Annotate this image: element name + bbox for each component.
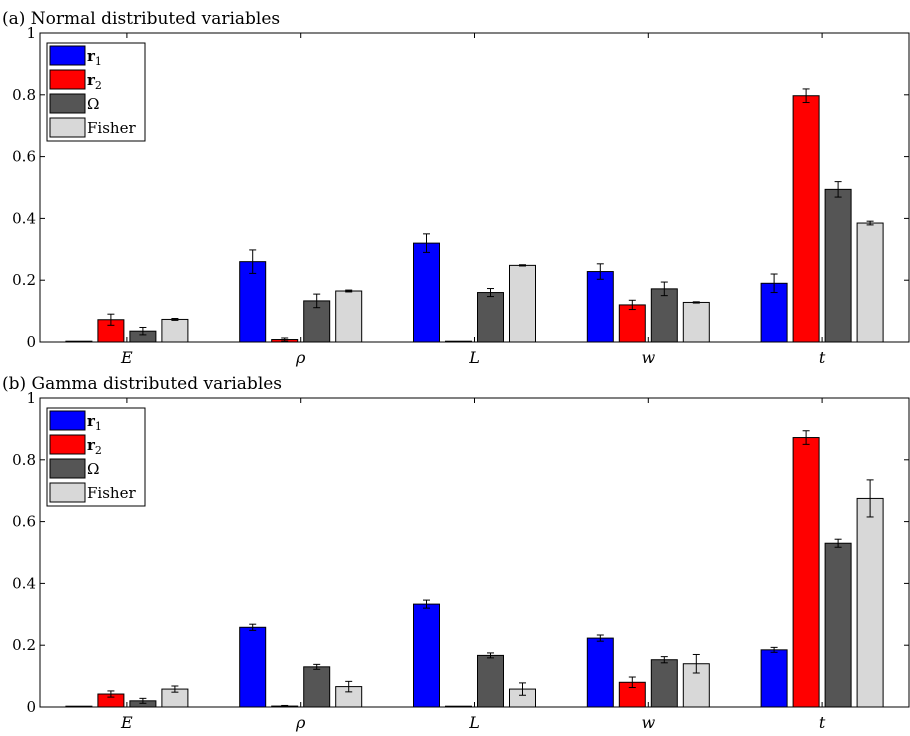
bar [239, 626, 267, 708]
bar [618, 304, 646, 343]
y-tick-label: 0.6 [12, 148, 36, 166]
legend-swatch [49, 93, 86, 114]
legend-swatch [49, 69, 86, 90]
bar [65, 705, 93, 708]
bar [792, 95, 820, 343]
bar [824, 542, 852, 708]
legend-swatch [49, 45, 86, 66]
y-tick-label: 0.4 [12, 574, 36, 592]
legend-label: Ω [87, 95, 99, 113]
y-tick-label: 0.8 [12, 451, 36, 469]
y-tick-label: 0.4 [12, 209, 36, 227]
x-tick-label: t [819, 713, 826, 732]
bar [586, 271, 614, 343]
legend-label: Ω [87, 460, 99, 478]
x-tick-label: E [120, 348, 133, 367]
x-tick-label: L [468, 713, 480, 732]
bar [792, 437, 820, 708]
y-tick-label: 0.2 [12, 271, 36, 289]
panel-b: 0 0.2 0.4 0.6 0.8 1(b) Gamma distributed vari… [2, 374, 910, 732]
chart-title: (a) Normal distributed variables [2, 9, 280, 29]
bar [65, 340, 93, 343]
legend-label: Fisher [87, 484, 136, 502]
legend-swatch [49, 434, 86, 455]
x-tick-label: E [120, 713, 133, 732]
legend-label: r1 [87, 412, 102, 433]
bar [239, 261, 267, 343]
bar [477, 654, 504, 708]
y-tick-label: 0.2 [12, 636, 36, 654]
x-tick-label: w [641, 348, 655, 367]
x-tick-label: t [819, 348, 826, 367]
legend-label: r1 [87, 47, 102, 68]
bar [477, 292, 504, 343]
bar [161, 318, 189, 343]
bar [509, 264, 536, 343]
y-tick-label: 0 [26, 698, 36, 716]
bar [650, 288, 678, 343]
legend: r1 r2 Ω Fisher [46, 42, 146, 142]
bar [413, 242, 440, 343]
chart-title: (b) Gamma distributed variables [2, 374, 282, 394]
legend-label: Fisher [87, 119, 136, 137]
bar [445, 340, 472, 343]
bar [445, 705, 472, 708]
panel-a: 0 0.2 0.4 0.6 0.8 1(a) Normal distributed var… [2, 9, 910, 367]
bar [303, 666, 331, 708]
bar [413, 603, 440, 708]
bar [586, 637, 614, 708]
y-tick-label: 0.6 [12, 513, 36, 531]
y-tick-label: 1 [26, 389, 36, 407]
bar [856, 497, 884, 708]
legend-label: r2 [87, 436, 102, 457]
bar [760, 282, 788, 343]
x-tick-label: ρ [295, 348, 306, 367]
y-tick-label: 0.8 [12, 86, 36, 104]
bar [682, 301, 710, 343]
x-tick-label: L [468, 348, 480, 367]
x-tick-label: ρ [295, 713, 306, 732]
bar [856, 222, 884, 343]
legend-label: r2 [87, 71, 102, 92]
bar [824, 188, 852, 343]
x-tick-label: w [641, 713, 655, 732]
bar [335, 290, 363, 343]
legend-swatch [49, 482, 86, 503]
y-tick-label: 1 [26, 24, 36, 42]
bar [760, 649, 788, 708]
legend-swatch [49, 117, 86, 138]
legend-swatch [49, 458, 86, 479]
bar [650, 659, 678, 708]
legend: r1 r2 Ω Fisher [46, 407, 146, 507]
legend-swatch [49, 410, 86, 431]
y-tick-label: 0 [26, 333, 36, 351]
